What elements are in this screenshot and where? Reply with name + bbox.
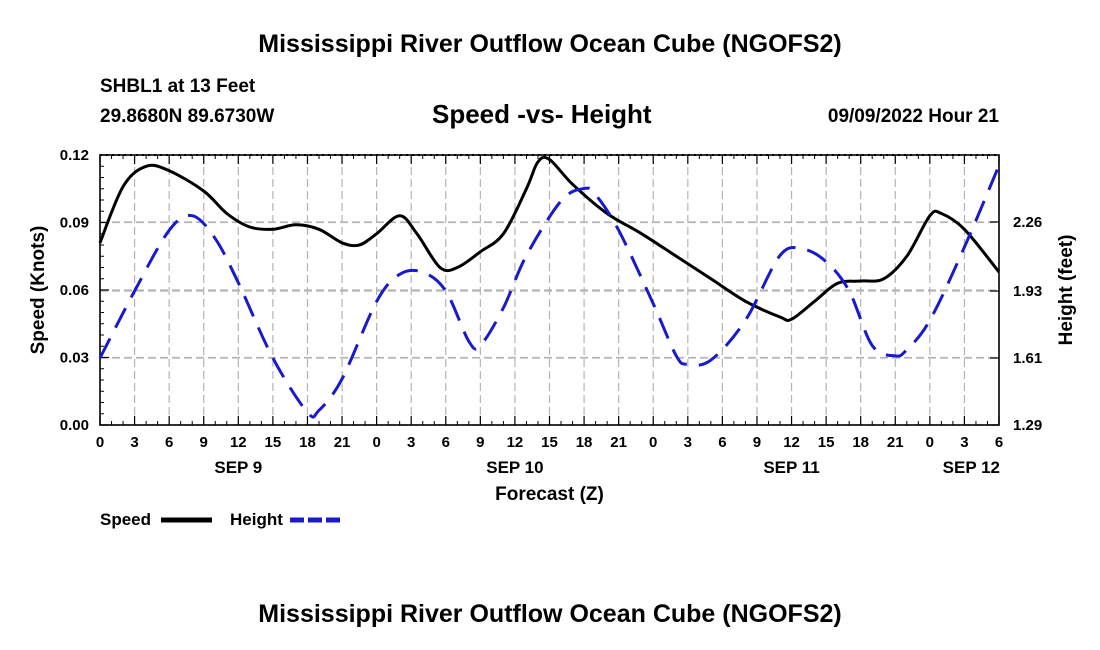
y-tick-label: 0.12 xyxy=(60,147,89,164)
x-date-label: SEP 10 xyxy=(486,458,543,477)
x-tick-label: 12 xyxy=(230,434,247,451)
x-date-label: SEP 12 xyxy=(943,458,1000,477)
x-tick-label: 12 xyxy=(507,434,524,451)
x-tick-label: 9 xyxy=(476,434,484,451)
legend-label-height: Height xyxy=(230,510,283,529)
y2-axis-title: Height (feet) xyxy=(1056,235,1077,346)
series-line-speed xyxy=(98,155,1001,323)
x-tick-label: 3 xyxy=(407,434,415,451)
x-tick-label: 21 xyxy=(610,434,627,451)
forecast-datetime: 09/09/2022 Hour 21 xyxy=(827,106,999,127)
y2-tick-label: 2.26 xyxy=(1013,214,1042,231)
x-date-label: SEP 9 xyxy=(214,458,262,477)
x-tick-label: 3 xyxy=(130,434,138,451)
x-tick-label: 3 xyxy=(960,434,968,451)
grid-lines xyxy=(100,155,999,426)
x-tick-label: 6 xyxy=(165,434,173,451)
x-tick-label: 15 xyxy=(818,434,835,451)
x-tick-label: 18 xyxy=(576,434,593,451)
x-tick-label: 15 xyxy=(265,434,282,451)
y-axis-title: Speed (Knots) xyxy=(28,226,49,355)
x-tick-label: 18 xyxy=(852,434,869,451)
x-tick-label: 0 xyxy=(372,434,380,451)
x-tick-label: 6 xyxy=(995,434,1003,451)
chart-subtitle: Speed -vs- Height xyxy=(432,99,652,129)
y-tick-label: 0.06 xyxy=(60,282,89,299)
x-axis-title: Forecast (Z) xyxy=(495,484,604,505)
y-tick-label: 0.09 xyxy=(60,215,89,232)
x-tick-label: 3 xyxy=(684,434,692,451)
y-tick-label: 0.00 xyxy=(60,417,89,434)
x-tick-label: 0 xyxy=(926,434,934,451)
x-tick-label: 18 xyxy=(299,434,316,451)
x-tick-label: 21 xyxy=(887,434,904,451)
station-label: SHBL1 at 13 Feet xyxy=(100,76,256,97)
y-tick-label: 0.03 xyxy=(60,350,89,367)
x-tick-label: 0 xyxy=(96,434,104,451)
legend-label-speed: Speed xyxy=(100,510,151,529)
x-tick-label: 21 xyxy=(334,434,351,451)
legend: Speed Height xyxy=(100,510,342,529)
y2-tick-label: 1.93 xyxy=(1013,283,1042,300)
footer-title: Mississippi River Outflow Ocean Cube (NG… xyxy=(258,600,842,628)
x-tick-label: 6 xyxy=(442,434,450,451)
y2-tick-label: 1.61 xyxy=(1013,350,1042,367)
x-date-label: SEP 11 xyxy=(763,458,819,477)
axis-ticks xyxy=(99,154,1000,426)
y2-tick-label: 1.29 xyxy=(1013,417,1042,434)
x-tick-label: 0 xyxy=(649,434,657,451)
x-tick-label: 15 xyxy=(541,434,558,451)
x-tick-label: 12 xyxy=(783,434,800,451)
x-tick-label: 9 xyxy=(200,434,208,451)
x-tick-label: 6 xyxy=(718,434,726,451)
axis-labels: 0 3 6 9 12 15 18 21 0 3 6 9 12 15 18 21 0 3 6 9 12 15 18 21 0 3 6 S… xyxy=(60,147,1042,477)
page-title: Mississippi River Outflow Ocean Cube (NG… xyxy=(258,30,842,58)
station-coordinates: 29.8680N 89.6730W xyxy=(100,106,275,127)
x-tick-label: 9 xyxy=(753,434,761,451)
